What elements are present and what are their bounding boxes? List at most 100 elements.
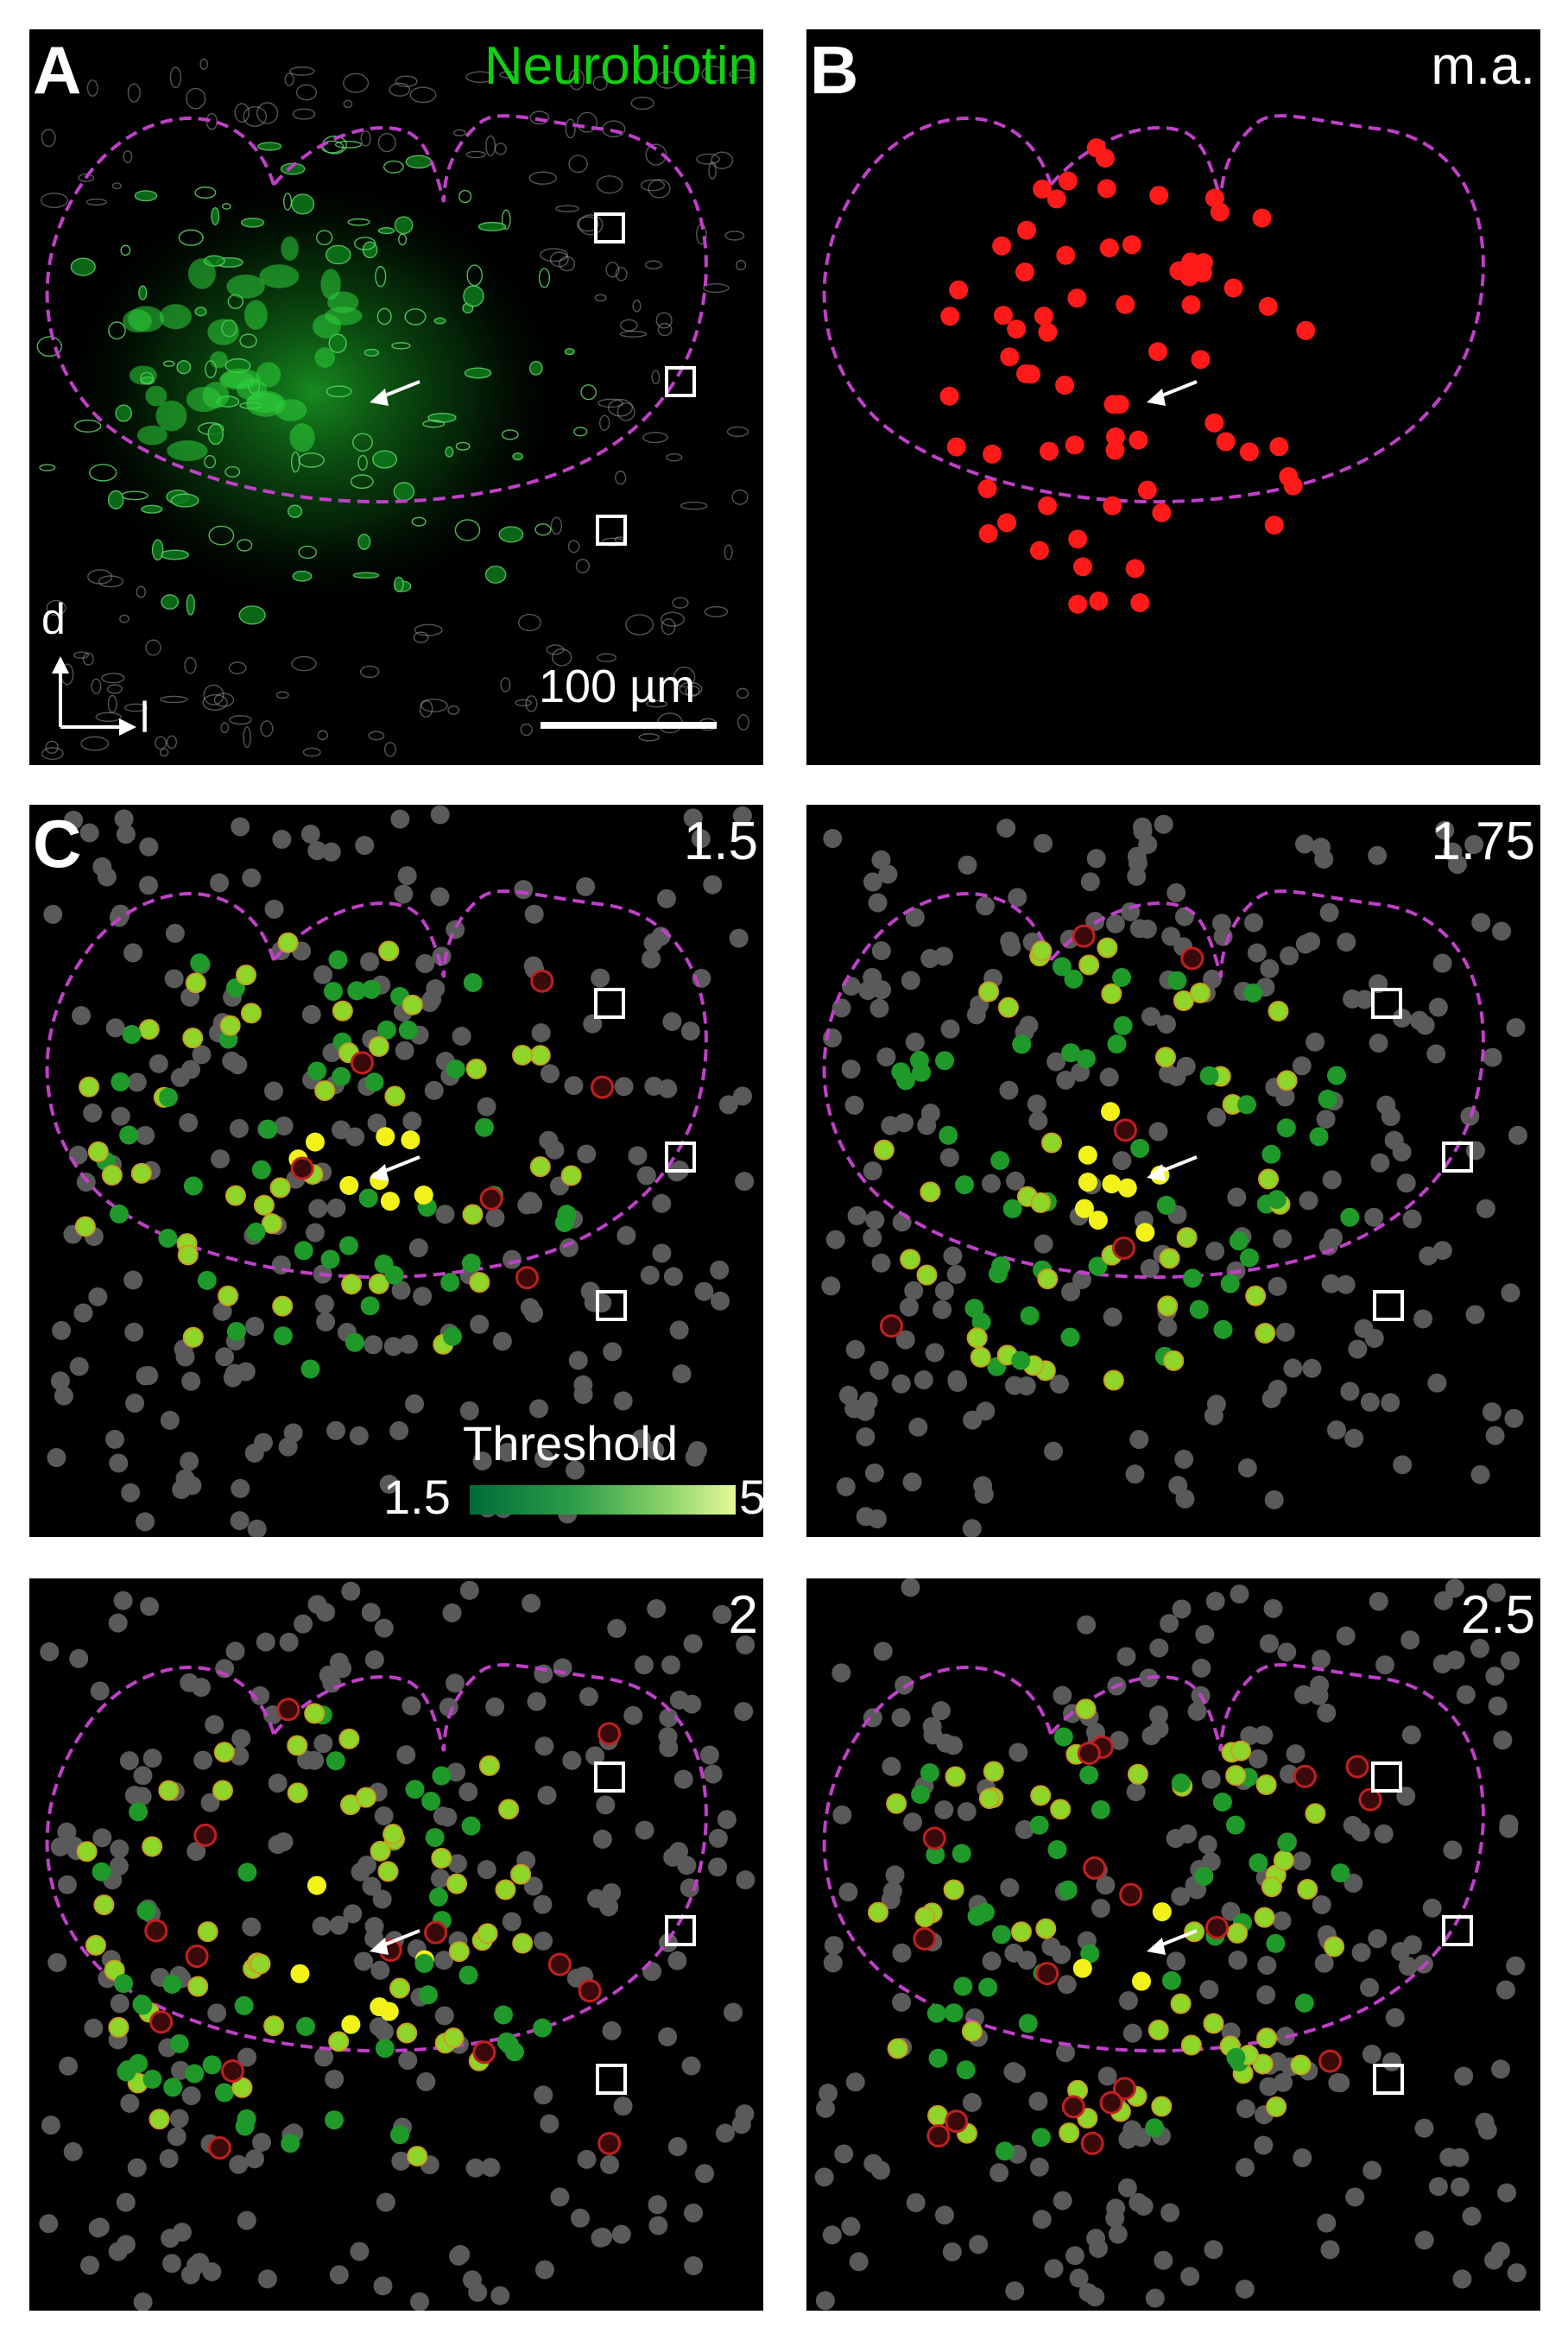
gray-cell bbox=[534, 1736, 554, 1756]
gray-cell bbox=[1340, 1382, 1360, 1401]
gray-cell bbox=[405, 1394, 425, 1413]
threshold-cell bbox=[273, 1326, 293, 1346]
gray-cell bbox=[1368, 1929, 1388, 1949]
cell-outline bbox=[655, 71, 680, 89]
gray-cell bbox=[1309, 1685, 1329, 1705]
cell-outline bbox=[237, 539, 253, 552]
threshold-cell bbox=[323, 982, 343, 1002]
gray-cell bbox=[1069, 2268, 1089, 2288]
gray-cell bbox=[374, 1618, 394, 1638]
gray-cell bbox=[315, 1294, 335, 1314]
threshold-cell bbox=[212, 1780, 234, 1801]
gray-cell bbox=[863, 1228, 882, 1248]
cell-outline bbox=[377, 227, 395, 235]
coupled-cell bbox=[1258, 296, 1278, 316]
gray-cell bbox=[656, 889, 676, 908]
gray-cell bbox=[468, 2282, 488, 2302]
threshold-cell bbox=[446, 1059, 465, 1079]
labelled-cell bbox=[320, 269, 341, 300]
threshold-cell bbox=[187, 1976, 209, 1997]
gray-cell bbox=[1198, 1835, 1217, 1855]
coupled-cell bbox=[1239, 442, 1259, 462]
gray-cell bbox=[1141, 1007, 1161, 1027]
gray-cell bbox=[72, 1006, 92, 1026]
gray-cell bbox=[116, 2192, 136, 2212]
cell-outline bbox=[275, 691, 289, 699]
coupled-cell bbox=[1056, 245, 1076, 265]
gray-cell bbox=[415, 953, 435, 973]
gray-cell bbox=[237, 2047, 257, 2067]
cell-outline bbox=[243, 726, 251, 749]
gray-cell bbox=[256, 1632, 275, 1652]
square-marker-icon bbox=[596, 515, 627, 546]
threshold-cell bbox=[129, 2053, 149, 2073]
threshold-cell bbox=[1294, 1993, 1314, 2013]
threshold-cell bbox=[375, 2039, 395, 2059]
gray-cell bbox=[1402, 1209, 1422, 1229]
gray-cell bbox=[69, 1357, 89, 1376]
cell-outline bbox=[696, 153, 720, 165]
threshold-cell bbox=[213, 1742, 235, 1763]
threshold-cell bbox=[1261, 1876, 1282, 1898]
cell-outline bbox=[640, 179, 666, 192]
gray-cell bbox=[179, 1113, 199, 1133]
gray-cell bbox=[691, 829, 711, 849]
gray-cell bbox=[1174, 1449, 1194, 1469]
uncoupled-red-cell bbox=[1061, 2095, 1085, 2119]
stain-label: Neurobiotin bbox=[484, 36, 758, 96]
labelled-cell bbox=[136, 425, 168, 446]
threshold-cell bbox=[1091, 1799, 1110, 1819]
gray-cell bbox=[1381, 1107, 1400, 1127]
coupled-cell bbox=[1204, 413, 1224, 433]
gray-cell bbox=[1103, 1307, 1122, 1327]
gray-cell bbox=[999, 1080, 1019, 1100]
cell-outline bbox=[565, 118, 576, 139]
gray-cell bbox=[600, 2154, 620, 2174]
gray-cell bbox=[602, 1882, 622, 1902]
gray-cell bbox=[534, 1931, 553, 1951]
gray-cell bbox=[343, 1904, 363, 1924]
gray-cell bbox=[687, 1440, 707, 1460]
gray-cell bbox=[636, 1166, 656, 1186]
threshold-cell bbox=[383, 1824, 404, 1845]
gray-cell bbox=[895, 1113, 914, 1133]
gray-cell bbox=[611, 2224, 631, 2244]
threshold-cell bbox=[1212, 1793, 1232, 1812]
gray-cell bbox=[1275, 1087, 1295, 1107]
gray-cell bbox=[361, 1603, 381, 1622]
gray-cell bbox=[1485, 1426, 1505, 1445]
scale-bar bbox=[541, 722, 717, 729]
threshold-cell bbox=[296, 2017, 316, 2037]
threshold-cell bbox=[1148, 2020, 1169, 2041]
cell-outline bbox=[159, 748, 169, 757]
uncoupled-red-cell bbox=[350, 1051, 374, 1075]
cell-outline bbox=[529, 111, 550, 125]
coupled-cell bbox=[1034, 307, 1053, 326]
cell-outline bbox=[711, 151, 734, 169]
gray-cell bbox=[873, 1641, 893, 1661]
threshold-cell bbox=[1078, 1145, 1097, 1165]
cell-outline bbox=[464, 367, 492, 379]
gray-cell bbox=[1105, 914, 1125, 933]
coupled-cell bbox=[1065, 435, 1084, 455]
gray-cell bbox=[1316, 1110, 1336, 1129]
threshold-cell bbox=[414, 1953, 434, 1973]
threshold-cell bbox=[401, 994, 423, 1015]
gray-cell bbox=[1432, 1241, 1452, 1261]
threshold-cell bbox=[1075, 1698, 1097, 1720]
cell-outline bbox=[364, 348, 380, 357]
gray-cell bbox=[132, 1787, 152, 1806]
cell-outline bbox=[648, 179, 671, 199]
gray-cell bbox=[1400, 1630, 1420, 1650]
gray-cell bbox=[683, 1634, 703, 1654]
gray-cell bbox=[1337, 933, 1356, 952]
square-marker-icon bbox=[665, 1142, 696, 1173]
gray-cell bbox=[1493, 1730, 1513, 1750]
threshold-cell bbox=[1102, 1174, 1122, 1194]
panel-b-image bbox=[822, 114, 1485, 614]
threshold-cell bbox=[1079, 1765, 1099, 1785]
uncoupled-red-cell bbox=[479, 1186, 503, 1211]
threshold-cell bbox=[1078, 954, 1100, 976]
gray-cell bbox=[1319, 902, 1339, 922]
cell-outline bbox=[89, 464, 117, 482]
